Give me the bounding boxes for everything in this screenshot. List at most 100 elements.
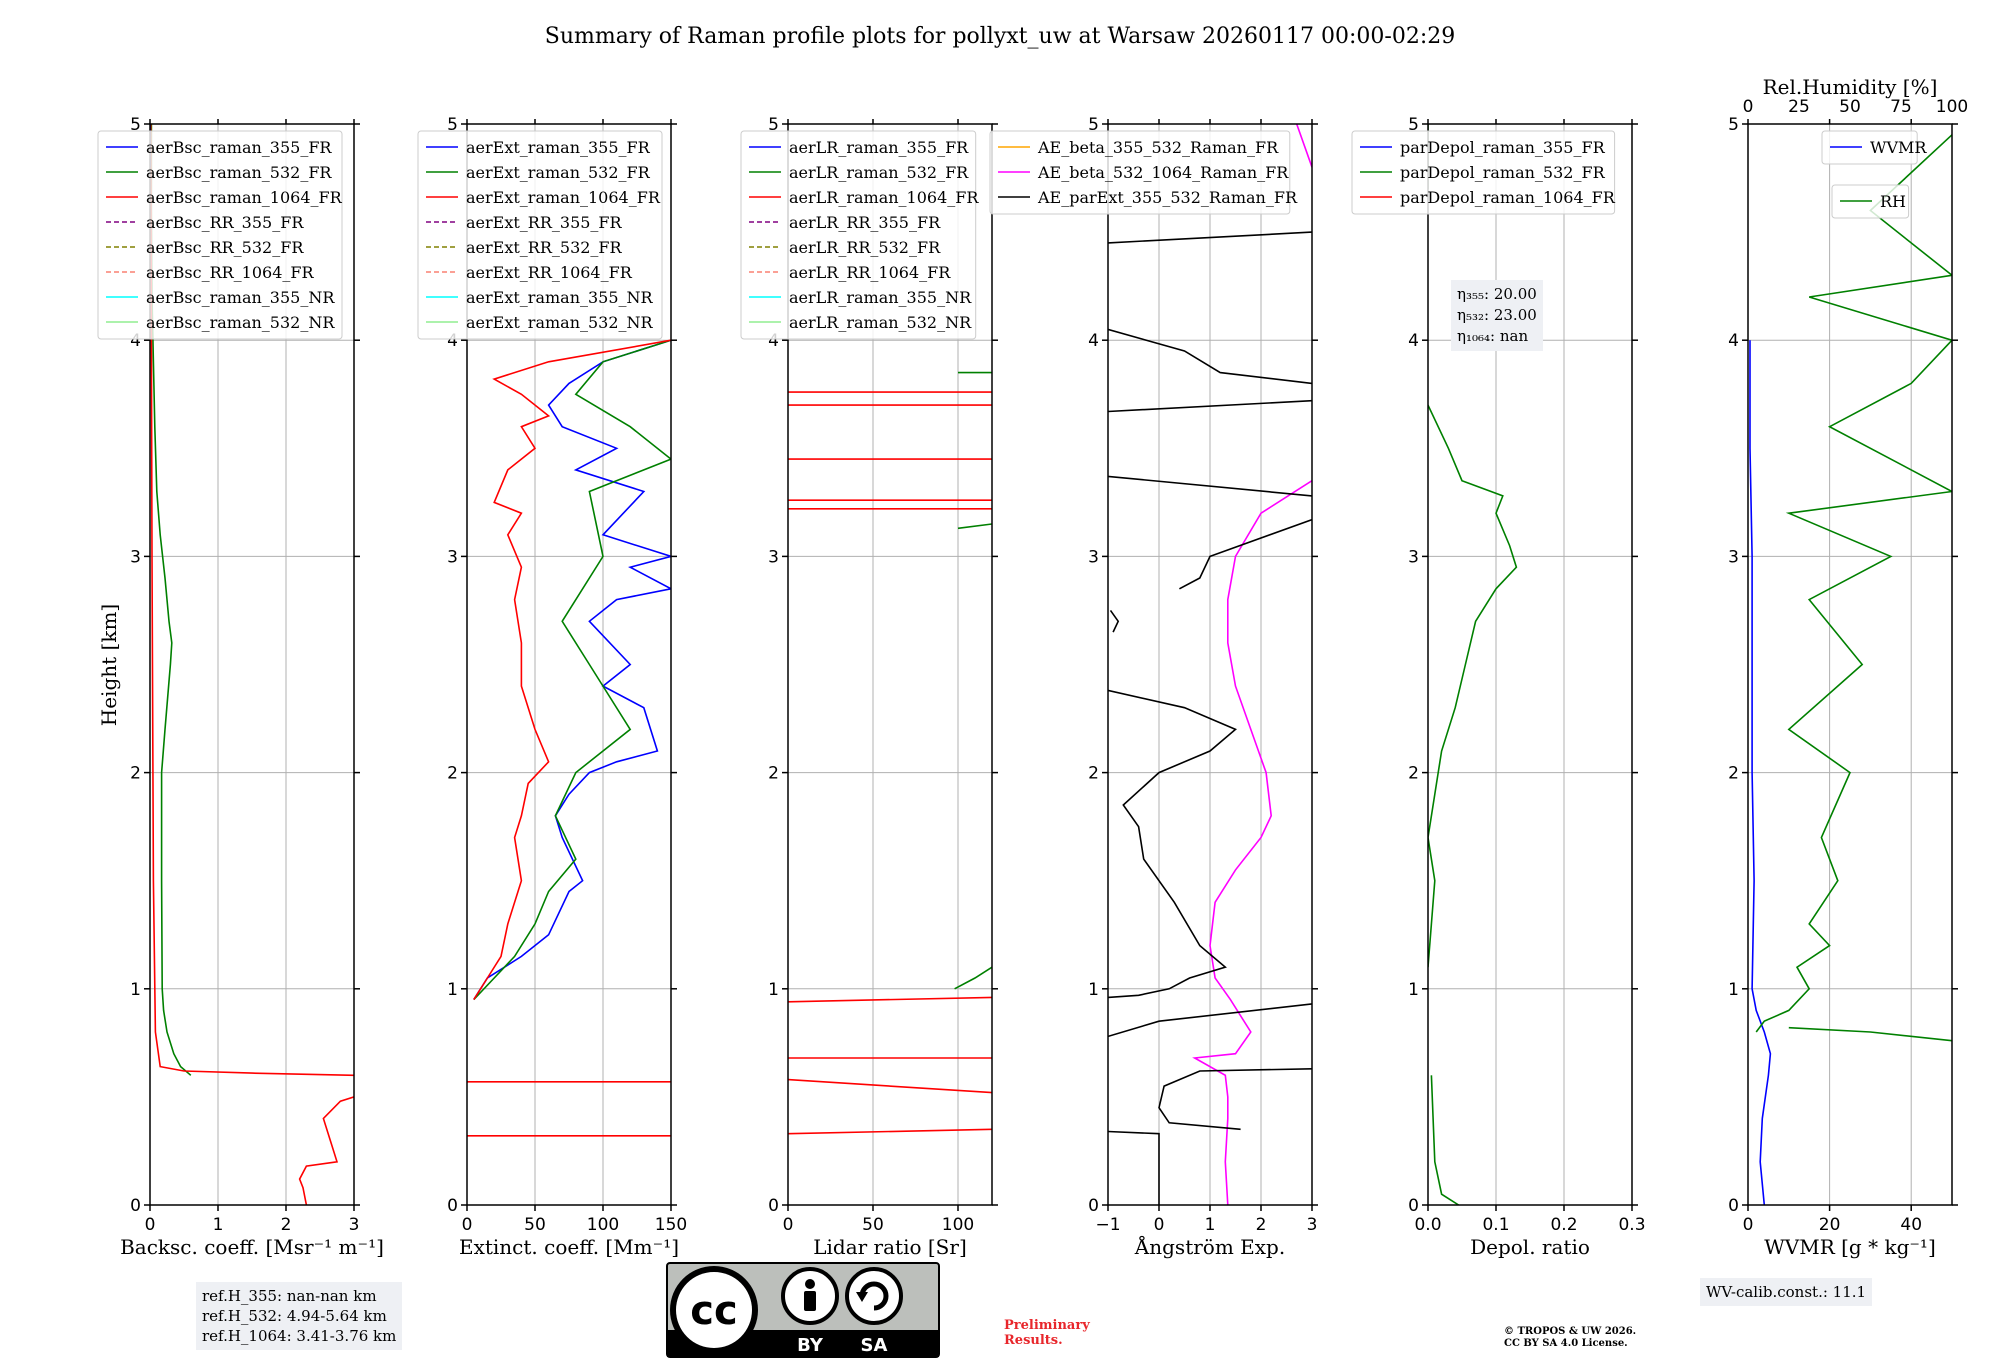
panel-wv: 0 20 40 0 1 2 3 4 5 WVMR [g * kg⁻¹] Rel.Humidity […	[1728, 75, 1968, 1259]
series-line-aerLR_raman_1064_FR_b	[788, 1078, 992, 1094]
sa-icon	[845, 1267, 903, 1325]
y-tick-label: 3	[768, 547, 779, 567]
legend-label: aerExt_raman_355_FR	[466, 138, 651, 157]
series-line-AE_parExt_355_532_Raman_FR_b	[1158, 1068, 1312, 1131]
legend-label: aerLR_RR_355_FR	[789, 213, 941, 232]
x-tick-label: 0.2	[1550, 1215, 1577, 1235]
y-tick-label: 4	[1408, 331, 1419, 351]
legend-label: aerLR_RR_1064_FR	[789, 263, 951, 282]
x-tick-label: 100	[942, 1215, 974, 1235]
wv-calib-const: WV-calib.const.: 11.1	[1706, 1283, 1867, 1301]
series-line-aerExt_raman_1064_FR	[473, 339, 671, 1001]
y-tick-label: 2	[1088, 764, 1099, 784]
x-tick-label: 0	[783, 1215, 794, 1235]
series-line-AE_parExt_355_532_Raman_FR_e	[1109, 609, 1120, 633]
legend-label: aerExt_RR_1064_FR	[466, 263, 633, 282]
legend-label: aerBsc_raman_1064_FR	[146, 188, 343, 207]
y-tick-label: 1	[1088, 980, 1099, 1000]
y-tick-label: 1	[1408, 980, 1419, 1000]
x-axis-label: Extinct. coeff. [Mm⁻¹]	[459, 1235, 679, 1259]
legend-label: aerExt_raman_532_NR	[466, 313, 654, 332]
legend-label: AE_parExt_355_532_Raman_FR	[1037, 188, 1298, 207]
series-line-AE_beta_532_1064_Raman_FR	[1192, 480, 1312, 1205]
x-tick-label: 1	[213, 1215, 224, 1235]
legend-label: parDepol_raman_1064_FR	[1400, 188, 1616, 207]
x-tick-label: 100	[587, 1215, 619, 1235]
y-tick-label: 4	[1728, 331, 1739, 351]
series-line-aerLR_raman_532_FR	[957, 523, 992, 530]
y-tick-label: 2	[447, 764, 458, 784]
legend-wv: WVMR	[1821, 130, 1927, 165]
top-tick-label: 25	[1788, 97, 1810, 117]
legend-label: aerBsc_RR_1064_FR	[146, 263, 315, 282]
x-tick-label: 0	[145, 1215, 156, 1235]
x-tick-label: −1	[1095, 1215, 1120, 1235]
x-tick-label: 0	[1743, 1215, 1754, 1235]
legend-depol: parDepol_raman_355_FR parDepol_raman_532_…	[1351, 130, 1616, 215]
series-line-AE_parExt_355_532_Raman_FR_j	[1108, 231, 1312, 244]
y-tick-label: 4	[130, 331, 141, 351]
legend-label: aerLR_raman_355_NR	[789, 288, 972, 307]
eta-355: η₃₅₅: 20.00	[1457, 285, 1537, 303]
preliminary-note: Preliminary Results.	[1004, 1318, 1090, 1348]
y-tick-label: 1	[447, 980, 458, 1000]
panel-lr: 0 50 100 0 1 2 3 4 5 Lidar ratio [Sr] aerLR_raman_…	[740, 115, 998, 1259]
legend-label: aerExt_raman_532_FR	[466, 163, 651, 182]
x-tick-label: 2	[281, 1215, 292, 1235]
series-line-RH	[1755, 134, 1952, 1033]
x-tick-label: 1	[1205, 1215, 1216, 1235]
cc-license-badge: cc BY SA	[666, 1262, 940, 1358]
y-tick-label: 0	[1408, 1196, 1419, 1216]
y-tick-label: 5	[1408, 115, 1419, 135]
legend-label: aerLR_RR_532_FR	[789, 238, 941, 257]
ref-height-1064: ref.H_1064: 3.41-3.76 km	[202, 1327, 397, 1345]
legend-label: WVMR	[1870, 138, 1927, 157]
legend-label: aerBsc_raman_532_NR	[146, 313, 335, 332]
legend-label: aerLR_raman_532_FR	[789, 163, 969, 182]
y-tick-label: 1	[768, 980, 779, 1000]
copyright-line-2: CC BY SA 4.0 License.	[1504, 1338, 1628, 1349]
series-line-parDepol_raman_532_FR	[1430, 1075, 1460, 1205]
y-tick-label: 5	[1088, 115, 1099, 135]
x-tick-label: 0.1	[1482, 1215, 1509, 1235]
eta-1064: η₁₀₆₄: nan	[1457, 327, 1529, 345]
cc-logo-text: cc	[690, 1288, 737, 1334]
top-tick-label: 50	[1839, 97, 1861, 117]
y-tick-label: 4	[447, 331, 458, 351]
legend-bsc: aerBsc_raman_355_FR aerBsc_raman_532_FRae…	[97, 130, 343, 340]
legend-lr: aerLR_raman_355_FR aerLR_raman_532_FR aerL…	[740, 130, 979, 340]
x-axis-label: Backsc. coeff. [Msr⁻¹ m⁻¹]	[120, 1235, 384, 1259]
eta-box: η₃₅₅: 20.00 η₅₃₂: 23.00 η₁₀₆₄: nan	[1451, 280, 1543, 351]
legend-label: AE_beta_532_1064_Raman_FR	[1037, 163, 1289, 182]
ref-height-532: ref.H_532: 4.94-5.64 km	[202, 1307, 387, 1325]
series-line-aerLR_raman_1064_FR_d	[788, 996, 992, 1003]
y-tick-label: 1	[130, 980, 141, 1000]
axes-frame	[1427, 123, 1633, 1206]
series-line-aerBsc_raman_532_FR	[150, 124, 192, 1076]
series-line-AE_parExt_355_532_Raman_FR_d	[1108, 689, 1238, 999]
top-tick-label: 0	[1743, 97, 1754, 117]
top-axis-label: Rel.Humidity [%]	[1763, 75, 1938, 99]
legend-label: parDepol_raman_355_FR	[1400, 138, 1606, 157]
legend-label: parDepol_raman_532_FR	[1400, 163, 1606, 182]
y-tick-label: 2	[768, 764, 779, 784]
series-line-parDepol_raman_532_FR_b	[1428, 404, 1518, 968]
panel-ext: 0 50 100 150 0 1 2 3 4 5 Extinct. coeff. [Mm⁻¹] aer…	[417, 115, 687, 1259]
legend-label: aerExt_raman_1064_FR	[466, 188, 661, 207]
series-line-AE_parExt_355_532_Raman_FR_g	[1108, 475, 1312, 497]
axes-frame	[466, 123, 672, 1206]
legend-label: aerBsc_RR_355_FR	[146, 213, 304, 232]
legend-label: aerBsc_raman_355_FR	[146, 138, 332, 157]
y-tick-label: 3	[447, 547, 458, 567]
y-tick-label: 5	[768, 115, 779, 135]
legend-label: RH	[1880, 192, 1906, 211]
legend-label: aerBsc_RR_532_FR	[146, 238, 304, 257]
copyright-note: © TROPOS & UW 2026. CC BY SA 4.0 License…	[1504, 1326, 1636, 1350]
x-tick-label: 50	[524, 1215, 546, 1235]
series-line-RH_b	[1788, 1026, 1952, 1042]
legend-label: aerExt_RR_355_FR	[466, 213, 623, 232]
legend-label: aerLR_raman_355_FR	[789, 138, 969, 157]
y-tick-label: 2	[1728, 764, 1739, 784]
x-axis-label: WVMR [g * kg⁻¹]	[1764, 1235, 1936, 1259]
